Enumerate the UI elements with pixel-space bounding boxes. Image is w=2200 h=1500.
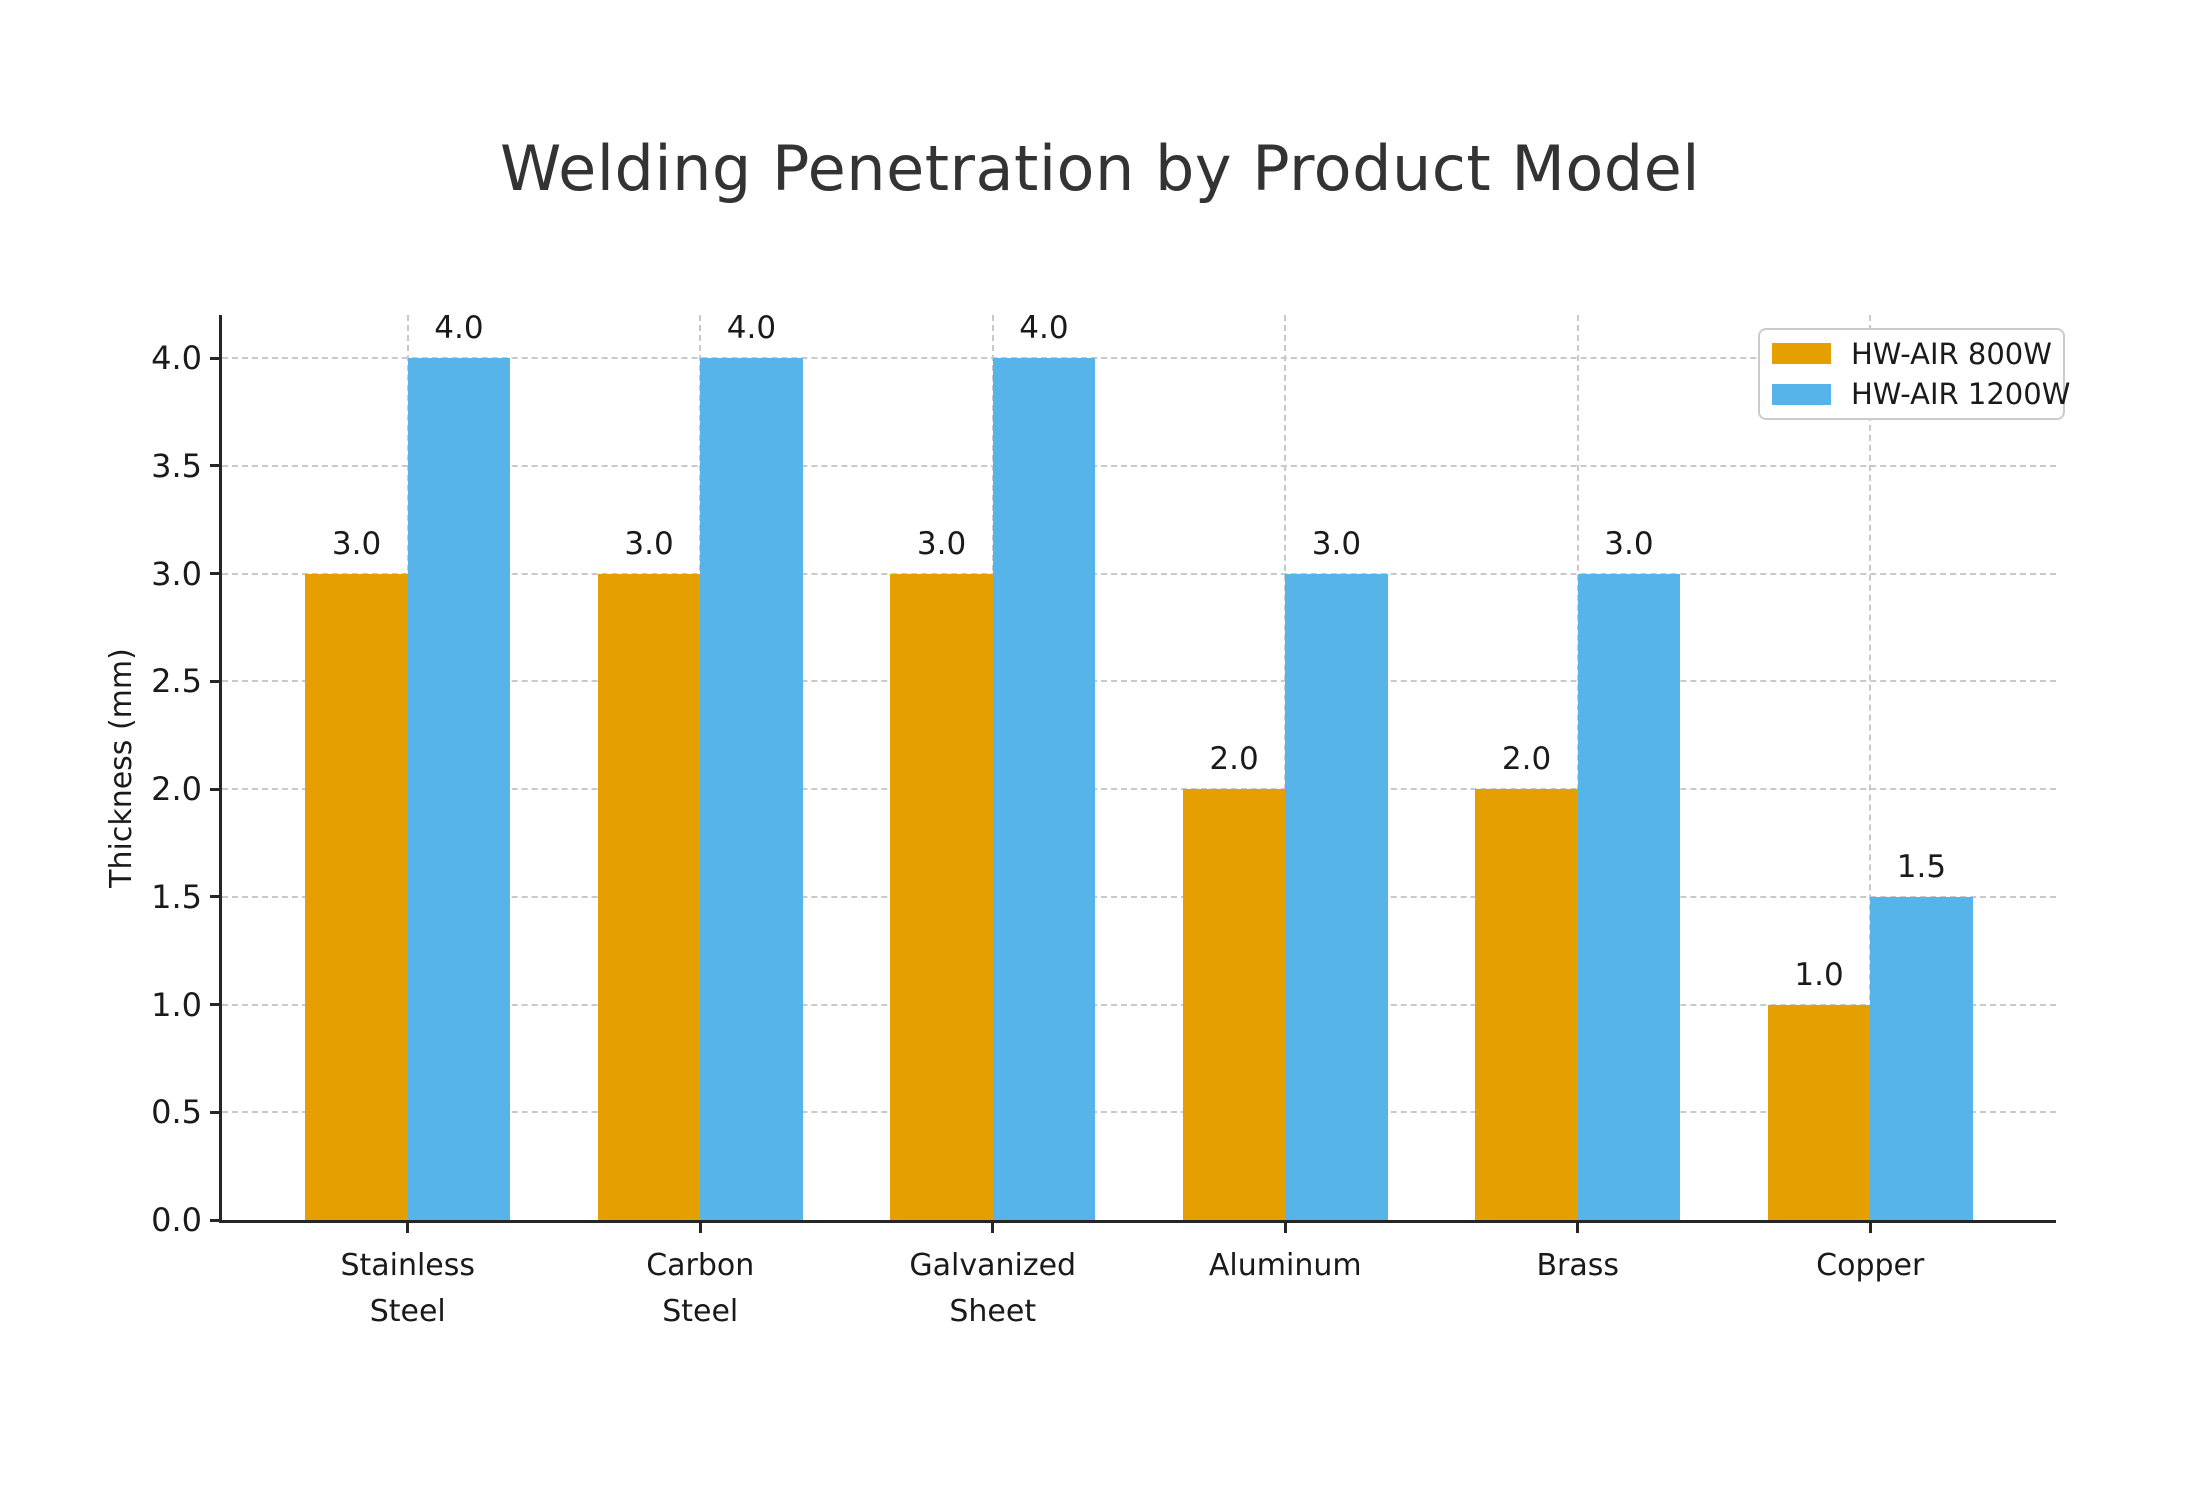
y-tick-mark <box>210 787 220 791</box>
bar-value-label: 1.0 <box>1794 956 1844 993</box>
x-tick-label-carbon-steel: Carbon Steel <box>646 1248 755 1329</box>
bar-value-label: 1.5 <box>1896 848 1947 885</box>
v-gridline <box>1869 315 1872 1220</box>
y-tick-mark <box>210 679 220 683</box>
legend-label-1200w: HW-AIR 1200W <box>1851 377 2071 412</box>
x-tick-mark <box>698 1223 702 1233</box>
y-tick-label: 0.5 <box>151 1093 202 1132</box>
x-tick-label-galvanized-sheet: Galvanized Sheet <box>909 1248 1077 1329</box>
y-tick-mark <box>210 356 220 360</box>
bar-carbon-steel-hw-air-800w <box>597 573 701 1220</box>
legend-item-800w: HW-AIR 800W <box>1772 337 2063 371</box>
x-tick-mark <box>1576 1223 1580 1233</box>
legend-swatch-1200w-icon <box>1772 383 1831 405</box>
y-axis-spine <box>219 315 222 1223</box>
x-tick-label-aluminum: Aluminum <box>1208 1248 1362 1283</box>
bar-aluminum-hw-air-1200w <box>1285 573 1388 1220</box>
h-gridline <box>222 1111 2056 1114</box>
bar-value-label: 4.0 <box>434 310 484 347</box>
bar-value-label: 2.0 <box>1209 741 1259 778</box>
legend-label-800w: HW-AIR 800W <box>1851 336 2052 371</box>
chart-title: Welding Penetration by Product Model <box>499 132 1701 205</box>
x-tick-mark <box>991 1223 995 1233</box>
bar-stainless-steel-hw-air-1200w <box>407 358 511 1220</box>
h-gridline <box>222 464 2056 467</box>
x-axis-spine <box>219 1220 2056 1223</box>
bar-galvanized-sheet-hw-air-1200w <box>992 358 1096 1220</box>
y-tick-label: 0.0 <box>151 1201 202 1239</box>
x-tick-label-stainless-steel: Stainless Steel <box>340 1248 476 1329</box>
y-tick-label: 4.0 <box>151 339 202 378</box>
bar-brass-hw-air-1200w <box>1577 573 1681 1220</box>
y-tick-label: 3.0 <box>151 554 202 593</box>
x-tick-label-copper: Copper <box>1816 1248 1925 1283</box>
x-tick-mark <box>1868 1223 1872 1233</box>
bar-value-label: 3.0 <box>331 525 382 562</box>
bar-aluminum-hw-air-800w <box>1182 789 1286 1220</box>
y-tick-mark <box>210 1003 220 1007</box>
y-tick-mark <box>210 464 220 468</box>
bar-value-label: 4.0 <box>1019 310 1069 347</box>
x-tick-label-brass: Brass <box>1536 1248 1620 1283</box>
bar-value-label: 3.0 <box>916 525 967 562</box>
y-tick-mark <box>210 1218 220 1222</box>
y-tick-mark <box>210 1110 220 1114</box>
y-tick-label: 3.5 <box>151 446 202 485</box>
h-gridline <box>222 357 2056 360</box>
bar-stainless-steel-hw-air-800w <box>305 573 408 1220</box>
h-gridline <box>222 1003 2056 1006</box>
h-gridline <box>222 895 2056 898</box>
h-gridline <box>222 572 2056 575</box>
bar-copper-hw-air-1200w <box>1870 896 1973 1220</box>
bar-copper-hw-air-800w <box>1767 1004 1871 1220</box>
bar-carbon-steel-hw-air-1200w <box>700 358 803 1220</box>
bar-value-label: 2.0 <box>1501 741 1552 778</box>
y-tick-label: 2.0 <box>151 770 202 809</box>
y-tick-mark <box>210 895 220 899</box>
bar-value-label: 3.0 <box>1604 525 1654 562</box>
bar-value-label: 3.0 <box>1311 525 1362 562</box>
bar-value-label: 3.0 <box>624 525 674 562</box>
y-tick-label: 2.5 <box>151 662 202 701</box>
h-gridline <box>222 680 2056 683</box>
h-gridline <box>222 788 2056 791</box>
legend: HW-AIR 800W HW-AIR 1200W <box>1758 328 2070 420</box>
x-tick-mark <box>406 1223 410 1233</box>
legend-item-1200w: HW-AIR 1200W <box>1772 377 2070 411</box>
y-tick-label: 1.5 <box>151 877 202 916</box>
legend-swatch-800w-icon <box>1772 343 1831 365</box>
y-tick-mark <box>210 572 220 576</box>
x-tick-mark <box>1283 1223 1287 1233</box>
bar-galvanized-sheet-hw-air-800w <box>890 573 993 1220</box>
bar-brass-hw-air-800w <box>1475 789 1578 1220</box>
bar-value-label: 4.0 <box>726 310 777 347</box>
y-tick-label: 1.0 <box>151 985 202 1024</box>
plot-area: 3.0 3.0 3.0 2.0 2.0 1.0 4.0 4.0 4.0 3.0 3.0 1.5 <box>222 310 2056 1220</box>
